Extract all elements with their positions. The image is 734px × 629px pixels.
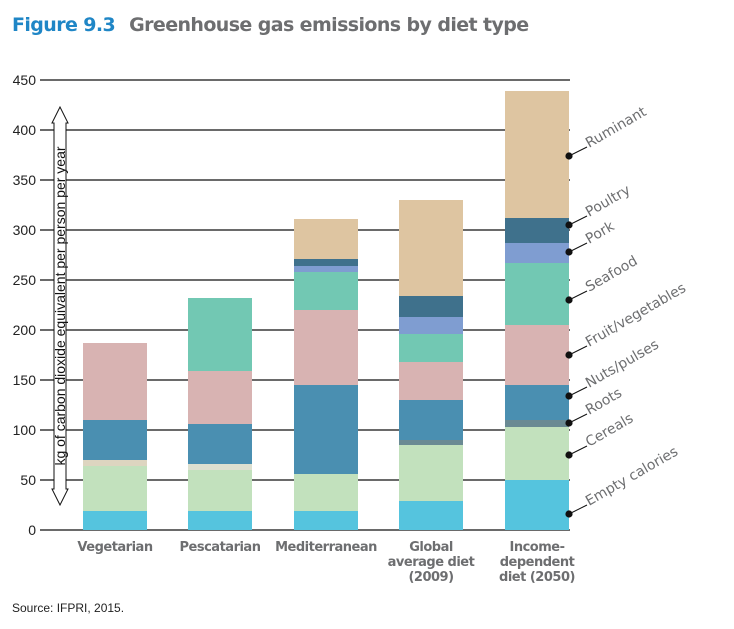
bar-segment-poultry [294, 259, 358, 266]
bar-segment-roots [83, 460, 147, 466]
bar-segment-seafood [294, 272, 358, 310]
y-tick-label: 350 [13, 172, 37, 188]
bar-segment-poultry [399, 296, 463, 317]
bar-segment-fruit-vegetables [83, 343, 147, 420]
leader-line [568, 345, 588, 356]
y-tick-label: 50 [20, 472, 36, 488]
figure-title: Greenhouse gas emissions by diet type [129, 14, 529, 36]
legend-item-ruminant: Ruminant [565, 104, 650, 160]
bar-segment-empty-calories [505, 480, 569, 530]
bar-segment-pork [399, 317, 463, 334]
y-axis-label: kg of carbon dioxide equivalent per pers… [51, 105, 69, 507]
bar-segment-roots [505, 420, 569, 427]
y-tick-label: 300 [13, 222, 37, 238]
bar-segment-poultry [505, 218, 569, 243]
y-tick-label: 450 [13, 72, 37, 88]
bar-segment-ruminant [294, 219, 358, 259]
bar-segment-cereals [505, 427, 569, 480]
bar-segment-cereals [399, 445, 463, 501]
bar-segment-seafood [505, 263, 569, 325]
x-category-label: Income- [510, 540, 565, 555]
bar-segment-cereals [188, 470, 252, 511]
bar-vegetarian [83, 343, 147, 530]
bar-segment-nuts-pulses [188, 424, 252, 464]
legend-item-seafood: Seafood [565, 253, 640, 304]
leader-line [568, 242, 588, 253]
legend-label: Ruminant [583, 104, 650, 152]
legend-item-poultry: Poultry [565, 182, 633, 229]
bar-segment-roots [188, 464, 252, 470]
bar-segment-fruit-vegetables [399, 362, 463, 400]
leader-line [568, 445, 588, 456]
legend-label: Poultry [583, 182, 633, 220]
figure-number: Figure 9.3 [12, 14, 116, 36]
leader-line [568, 504, 588, 515]
bar-segment-pork [505, 243, 569, 263]
x-category-label: diet (2050) [499, 570, 575, 585]
y-tick-label: 250 [13, 272, 37, 288]
x-category-label: Mediterranean [275, 540, 377, 555]
bar-pescatarian [188, 298, 252, 530]
bar-segment-nuts-pulses [505, 385, 569, 420]
legend-item-cereals: Cereals [565, 410, 636, 459]
bar-segment-pork [294, 266, 358, 272]
bar-segment-empty-calories [294, 511, 358, 530]
y-axis-ticks: 0 50 100 150 200 250 300 350 400 450 [13, 72, 37, 538]
bar-segment-fruit-vegetables [188, 371, 252, 424]
x-category-label: Vegetarian [77, 540, 152, 555]
legend-label: Pork [583, 218, 618, 247]
bars [83, 91, 569, 530]
leader-line [568, 413, 588, 424]
y-tick-label: 150 [13, 372, 37, 388]
double-arrow-icon [51, 105, 69, 507]
legend-label: Seafood [583, 253, 640, 295]
y-axis-title: kg of carbon dioxide equivalent per pers… [52, 146, 68, 465]
bar-segment-seafood [188, 298, 252, 371]
legend-item-empty-calories: Empty calories [565, 444, 681, 518]
bar-segment-roots [399, 440, 463, 445]
x-category-label: Pescatarian [180, 540, 261, 555]
bar-segment-empty-calories [83, 511, 147, 530]
leader-line [568, 290, 588, 301]
legend-item-pork: Pork [565, 218, 618, 256]
bar-segment-fruit-vegetables [505, 325, 569, 385]
bar-segment-nuts-pulses [294, 385, 358, 474]
bar-segment-empty-calories [188, 511, 252, 530]
bar-segment-cereals [83, 466, 147, 511]
y-tick-label: 400 [13, 122, 37, 138]
bar-segment-nuts-pulses [399, 400, 463, 440]
bar-segment-fruit-vegetables [294, 310, 358, 385]
bar-segment-seafood [399, 334, 463, 362]
x-category-label: (2009) [408, 570, 453, 585]
y-tick-label: 0 [28, 522, 36, 538]
leader-line [568, 386, 588, 397]
x-axis-labels: Vegetarian Pescatarian Mediterranean Global… [77, 540, 575, 585]
bar-global-average-diet-2009- [399, 200, 463, 530]
x-category-label: average diet [388, 555, 475, 570]
bar-segment-nuts-pulses [83, 420, 147, 460]
legend-item-fruit-vegetables: Fruit/vegetables [565, 280, 689, 359]
bar-segment-ruminant [399, 200, 463, 296]
leader-line [568, 215, 588, 226]
bar-mediterranean [294, 219, 358, 530]
bar-segment-empty-calories [399, 501, 463, 530]
legend-label: Empty calories [583, 444, 681, 510]
bar-segment-cereals [294, 474, 358, 511]
x-category-label: dependent [500, 555, 575, 570]
source-note: Source: IFPRI, 2015. [12, 601, 125, 615]
x-category-label: Global [409, 540, 453, 555]
legend-annotations: Empty caloriesCerealsRootsNuts/pulsesFru… [565, 104, 689, 518]
chart-title: Figure 9.3 Greenhouse gas emissions by di… [12, 14, 529, 36]
leader-line [568, 146, 588, 157]
bar-segment-ruminant [505, 91, 569, 218]
y-tick-label: 200 [13, 322, 37, 338]
y-tick-label: 100 [13, 422, 37, 438]
bar-income-dependent-diet-2050- [505, 91, 569, 530]
